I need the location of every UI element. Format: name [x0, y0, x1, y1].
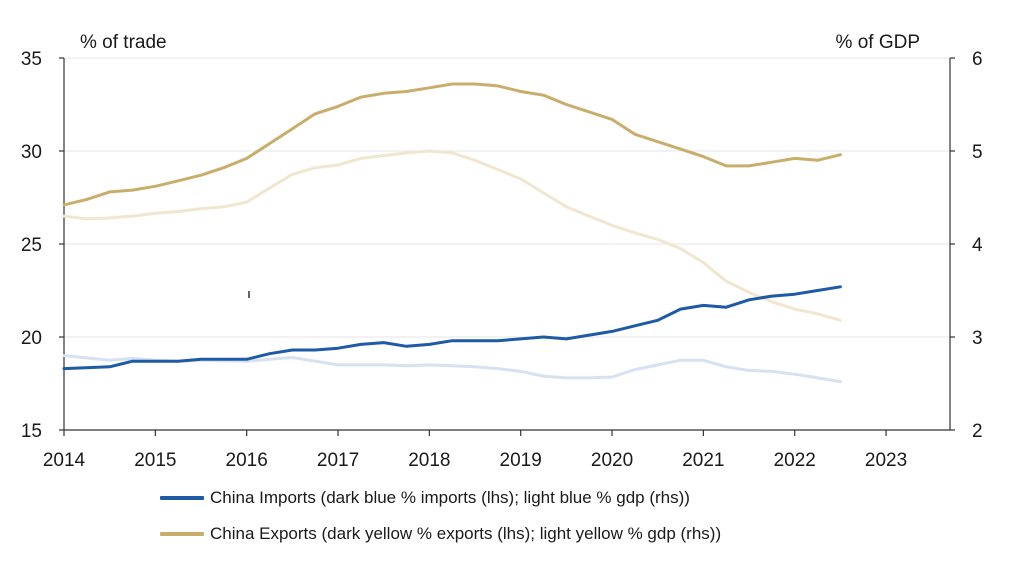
y-tick-right-label: 5 [972, 142, 983, 163]
x-tick-label: 2019 [500, 450, 542, 471]
y-axis-label-right: % of GDP [836, 32, 920, 53]
series-lines [62, 82, 842, 384]
x-tick-label: 2016 [226, 450, 268, 471]
y-tick-right-label: 4 [972, 235, 983, 256]
legend-item-imports: China Imports (dark blue % imports (lhs)… [160, 488, 690, 508]
x-tick-label: 2021 [682, 450, 724, 471]
x-tick-label: 2015 [134, 450, 176, 471]
series-line-china-exports-gdp-rhs [62, 149, 842, 322]
x-tick-label: 2020 [591, 450, 633, 471]
x-tick-label: 2023 [865, 450, 907, 471]
y-tick-right-label: 2 [972, 421, 983, 442]
y-tick-left-label: 25 [21, 235, 42, 256]
y-tick-left-label: 15 [21, 421, 42, 442]
y-tick-left-label: 20 [21, 328, 42, 349]
x-tick-label: 2017 [317, 450, 359, 471]
legend-swatch-imports [160, 496, 204, 500]
x-tick-label: 2014 [43, 450, 86, 471]
legend-swatch-exports [160, 532, 204, 536]
y-axis-label-left: % of trade [80, 32, 167, 53]
series-line-china-exports-exports-lhs [62, 82, 842, 207]
y-tick-right-label: 3 [972, 328, 983, 349]
gridlines [64, 57, 950, 338]
series-line-china-imports-imports-lhs [62, 285, 842, 371]
axes [59, 57, 955, 436]
line-chart: 15 20 25 30 35 2 3 4 5 6 2014 2015 2016 2017 2018 2019 2… [21, 32, 983, 471]
series-line-china-imports-gdp-rhs [62, 354, 842, 384]
legend-label-exports: China Exports (dark yellow % exports (lh… [210, 524, 722, 543]
y-tick-left-label: 35 [21, 49, 42, 70]
legend-item-exports: China Exports (dark yellow % exports (lh… [160, 524, 721, 544]
y-tick-right-label: 6 [972, 49, 983, 70]
y-tick-left-label: 30 [21, 142, 42, 163]
legend-label-imports: China Imports (dark blue % imports (lhs)… [210, 488, 690, 507]
x-tick-label: 2018 [408, 450, 450, 471]
tick-labels: 15 20 25 30 35 2 3 4 5 6 2014 2015 2016 2017 2018 2019 2… [21, 49, 983, 471]
x-tick-label: 2022 [774, 450, 816, 471]
